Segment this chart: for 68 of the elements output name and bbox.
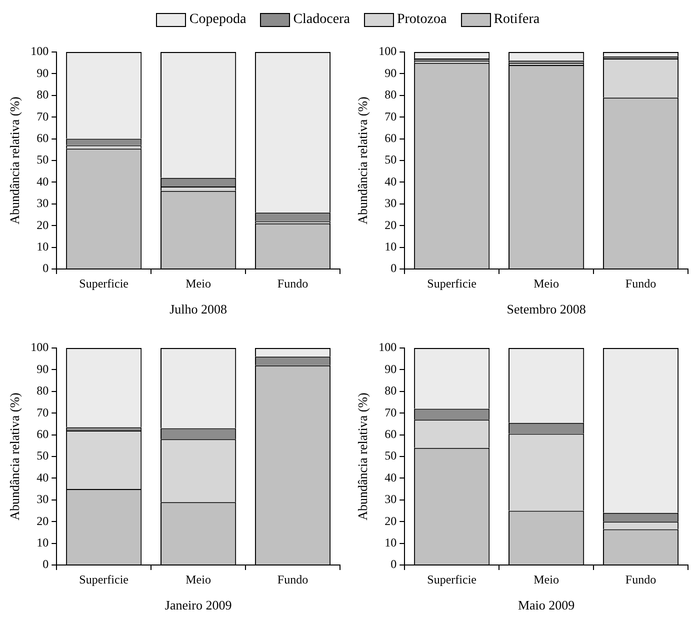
- y-tick-label: 10: [36, 535, 49, 550]
- x-axis-title: Julho 2008: [170, 302, 228, 317]
- y-tick-label: 30: [36, 196, 49, 210]
- y-tick-label: 50: [384, 152, 397, 167]
- y-tick-label: 50: [384, 448, 397, 463]
- y-tick-label: 80: [384, 384, 397, 398]
- y-tick-label: 70: [384, 109, 397, 124]
- x-tick-label: Fundo: [277, 572, 308, 586]
- y-tick-label: 40: [384, 174, 397, 188]
- y-axis-title: Abundância relativa (%): [355, 392, 370, 520]
- y-tick-label: 10: [384, 535, 397, 550]
- x-tick-label: Meio: [534, 572, 559, 586]
- y-tick-label: 90: [384, 362, 397, 376]
- y-axis-title: Abundância relativa (%): [355, 96, 370, 224]
- y-tick-label: 60: [384, 426, 397, 441]
- y-tick-label: 60: [36, 426, 49, 441]
- y-tick-label: 40: [36, 174, 49, 188]
- y-tick-label: 70: [36, 405, 49, 420]
- legend-label: Cladocera: [293, 12, 350, 28]
- y-tick-label: 80: [384, 88, 397, 102]
- x-tick-label: Meio: [534, 276, 559, 290]
- x-axis-title: Janeiro 2009: [164, 598, 232, 613]
- y-tick-label: 10: [36, 239, 49, 254]
- legend-label: Rotifera: [494, 12, 540, 28]
- x-tick-label: Superficie: [427, 572, 476, 586]
- y-tick-label: 60: [384, 130, 397, 145]
- y-tick-label: 30: [384, 492, 397, 506]
- y-axis-title: Abundância relativa (%): [7, 96, 22, 224]
- y-tick-label: 60: [36, 130, 49, 145]
- x-tick-label: Superficie: [79, 276, 128, 290]
- y-tick-label: 50: [36, 448, 49, 463]
- x-tick-label: Superficie: [79, 572, 128, 586]
- y-tick-label: 100: [30, 340, 49, 354]
- legend-label: Protozoa: [396, 12, 447, 28]
- y-tick-label: 70: [36, 109, 49, 124]
- y-tick-label: 50: [36, 152, 49, 167]
- y-tick-label: 20: [384, 514, 397, 528]
- series-label: Copepoda: [189, 12, 246, 28]
- y-tick-label: 70: [384, 405, 397, 420]
- y-tick-label: 30: [36, 492, 49, 506]
- y-tick-label: 100: [378, 340, 397, 354]
- y-tick-label: 0: [42, 261, 49, 276]
- y-tick-label: 0: [390, 557, 397, 572]
- x-axis-title: Maio 2009: [518, 598, 575, 613]
- y-tick-label: 80: [36, 88, 49, 102]
- y-tick-label: 100: [378, 44, 397, 58]
- y-tick-label: 20: [36, 218, 49, 232]
- y-tick-label: 0: [390, 261, 397, 276]
- x-tick-label: Meio: [186, 276, 211, 290]
- y-tick-label: 90: [36, 362, 49, 376]
- x-tick-label: Superficie: [427, 276, 476, 290]
- x-tick-label: Fundo: [625, 572, 656, 586]
- y-tick-label: 90: [384, 66, 397, 80]
- y-tick-label: 40: [384, 470, 397, 484]
- y-tick-label: 40: [36, 470, 49, 484]
- y-tick-label: 20: [36, 514, 49, 528]
- y-tick-label: 10: [384, 239, 397, 254]
- x-tick-label: Fundo: [277, 276, 308, 290]
- y-tick-label: 80: [36, 384, 49, 398]
- y-tick-label: 30: [384, 196, 397, 210]
- x-axis-title: Setembro 2008: [506, 302, 586, 317]
- y-tick-label: 20: [384, 218, 397, 232]
- y-axis-title: Abundância relativa (%): [7, 392, 22, 520]
- y-tick-label: 0: [42, 557, 49, 572]
- x-tick-label: Fundo: [625, 276, 656, 290]
- y-tick-label: 100: [30, 44, 49, 58]
- y-tick-label: 90: [36, 66, 49, 80]
- x-tick-label: Meio: [186, 572, 211, 586]
